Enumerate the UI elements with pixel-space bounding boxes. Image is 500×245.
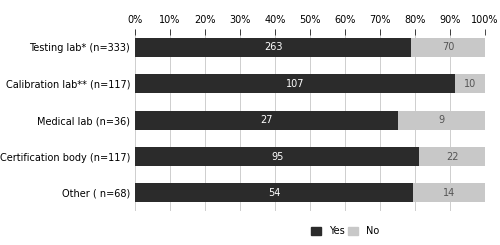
Bar — [135, 38, 411, 57]
Bar — [455, 74, 485, 93]
Text: 9: 9 — [438, 115, 444, 125]
Bar — [398, 110, 485, 130]
Bar — [412, 38, 485, 57]
Text: 14: 14 — [443, 188, 455, 198]
Bar — [135, 147, 419, 166]
Text: 27: 27 — [260, 115, 272, 125]
Bar — [413, 184, 485, 202]
Text: 54: 54 — [268, 188, 280, 198]
Text: 263: 263 — [264, 42, 282, 52]
Bar — [419, 147, 485, 166]
Text: 22: 22 — [446, 151, 458, 161]
Text: 107: 107 — [286, 79, 304, 89]
Text: 95: 95 — [271, 151, 283, 161]
Legend: Yes, No: Yes, No — [311, 226, 379, 236]
Bar — [135, 74, 455, 93]
Text: 10: 10 — [464, 79, 476, 89]
Text: 70: 70 — [442, 42, 454, 52]
Bar — [135, 110, 398, 130]
Bar — [135, 184, 413, 202]
